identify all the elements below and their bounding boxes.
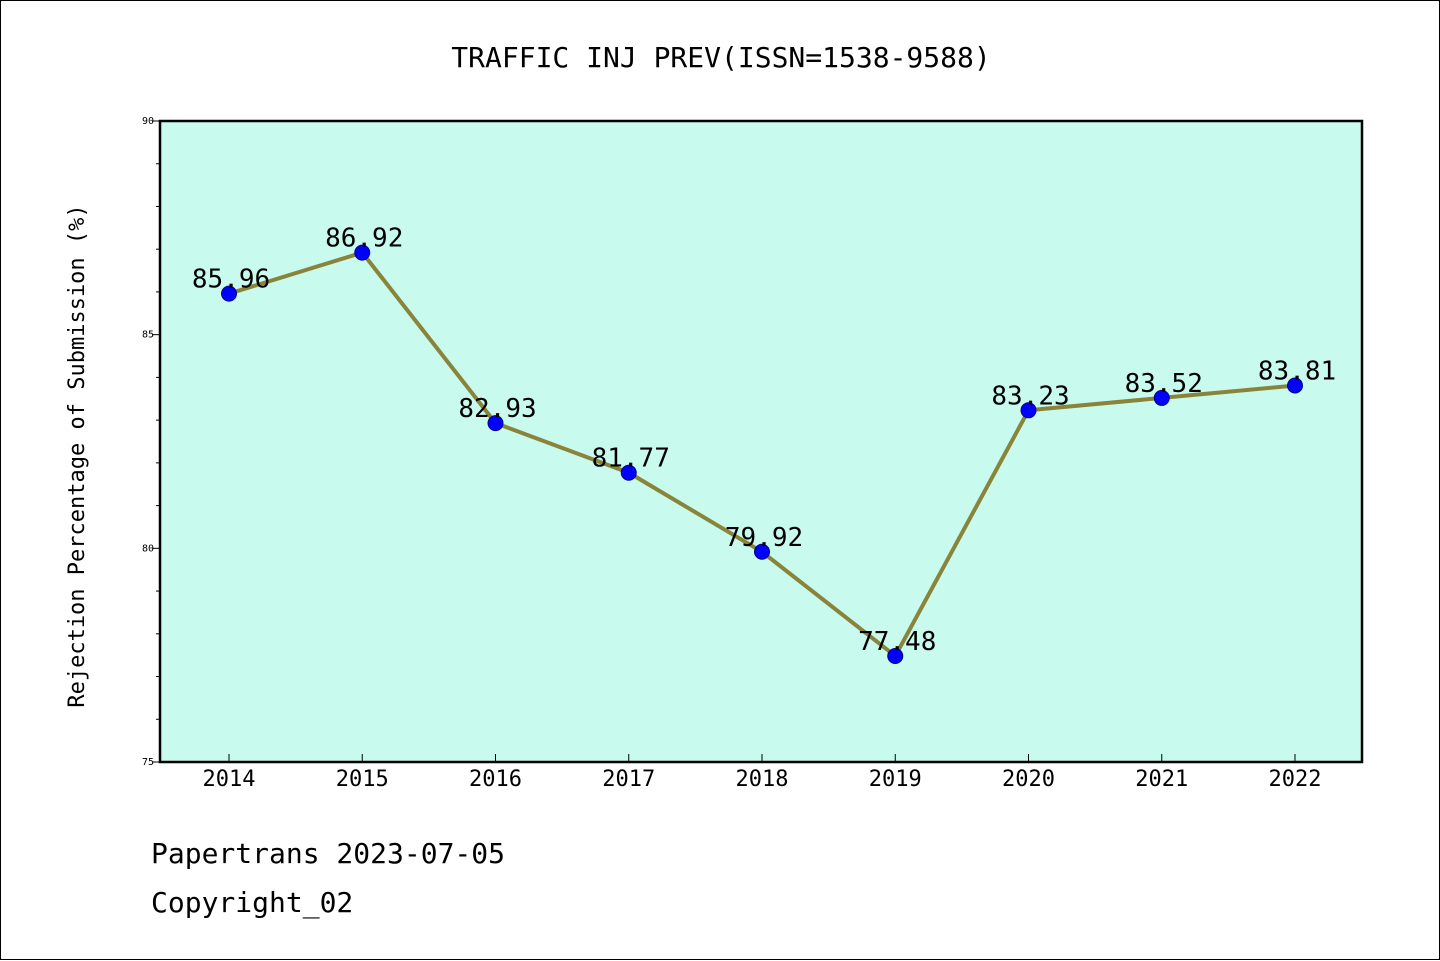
x-tick-label: 2021 <box>1135 767 1188 792</box>
data-point <box>1153 389 1170 406</box>
y-tick-label: 90 <box>142 116 154 127</box>
x-tick-label: 2015 <box>336 767 389 792</box>
x-tick-label: 2020 <box>1002 767 1055 792</box>
x-axis: 2014 2015 2016 2017 2018 2019 2020 2021 2022 <box>203 754 1322 792</box>
series-markers <box>221 244 1303 665</box>
data-point <box>487 415 504 432</box>
x-tick-label: 2014 <box>203 767 256 792</box>
data-label: 83.52 <box>1125 369 1203 399</box>
data-label: 83.23 <box>991 381 1069 411</box>
data-labels: 85.96 86.92 82.93 81.77 79.92 77.48 83.23 83.52… <box>192 224 1336 657</box>
data-point <box>754 543 770 560</box>
data-point <box>221 285 237 302</box>
data-label: 81.77 <box>592 444 670 474</box>
x-tick-label: 2019 <box>869 767 922 792</box>
data-label: 77.48 <box>858 627 936 657</box>
data-point <box>1287 377 1303 394</box>
data-label: 86.92 <box>325 224 403 254</box>
data-point <box>1020 402 1037 419</box>
footer-copyright-line: Copyright_02 <box>151 886 354 919</box>
data-label: 85.96 <box>192 265 270 295</box>
footer-date-line: Papertrans 2023-07-05 <box>151 837 506 870</box>
data-label: 83.81 <box>1258 357 1336 387</box>
data-label: 79.92 <box>725 523 803 553</box>
data-label: 82.93 <box>458 394 536 424</box>
x-tick-label: 2016 <box>469 767 522 792</box>
chart-title: TRAFFIC INJ PREV(ISSN=1538-9588) <box>451 41 990 74</box>
y-tick-label: 85 <box>142 330 154 341</box>
y-axis-label: Rejection Percentage of Submission (%) <box>65 204 90 707</box>
x-tick-label: 2017 <box>602 767 655 792</box>
data-point <box>887 648 904 665</box>
plot-area <box>158 119 1364 764</box>
data-point <box>354 244 371 261</box>
data-point <box>620 464 637 481</box>
y-tick-label: 75 <box>142 757 154 768</box>
y-axis: 75 80 85 90 <box>142 116 160 768</box>
y-tick-label: 80 <box>142 543 154 554</box>
x-tick-label: 2018 <box>736 767 789 792</box>
x-tick-label: 2022 <box>1269 767 1322 792</box>
